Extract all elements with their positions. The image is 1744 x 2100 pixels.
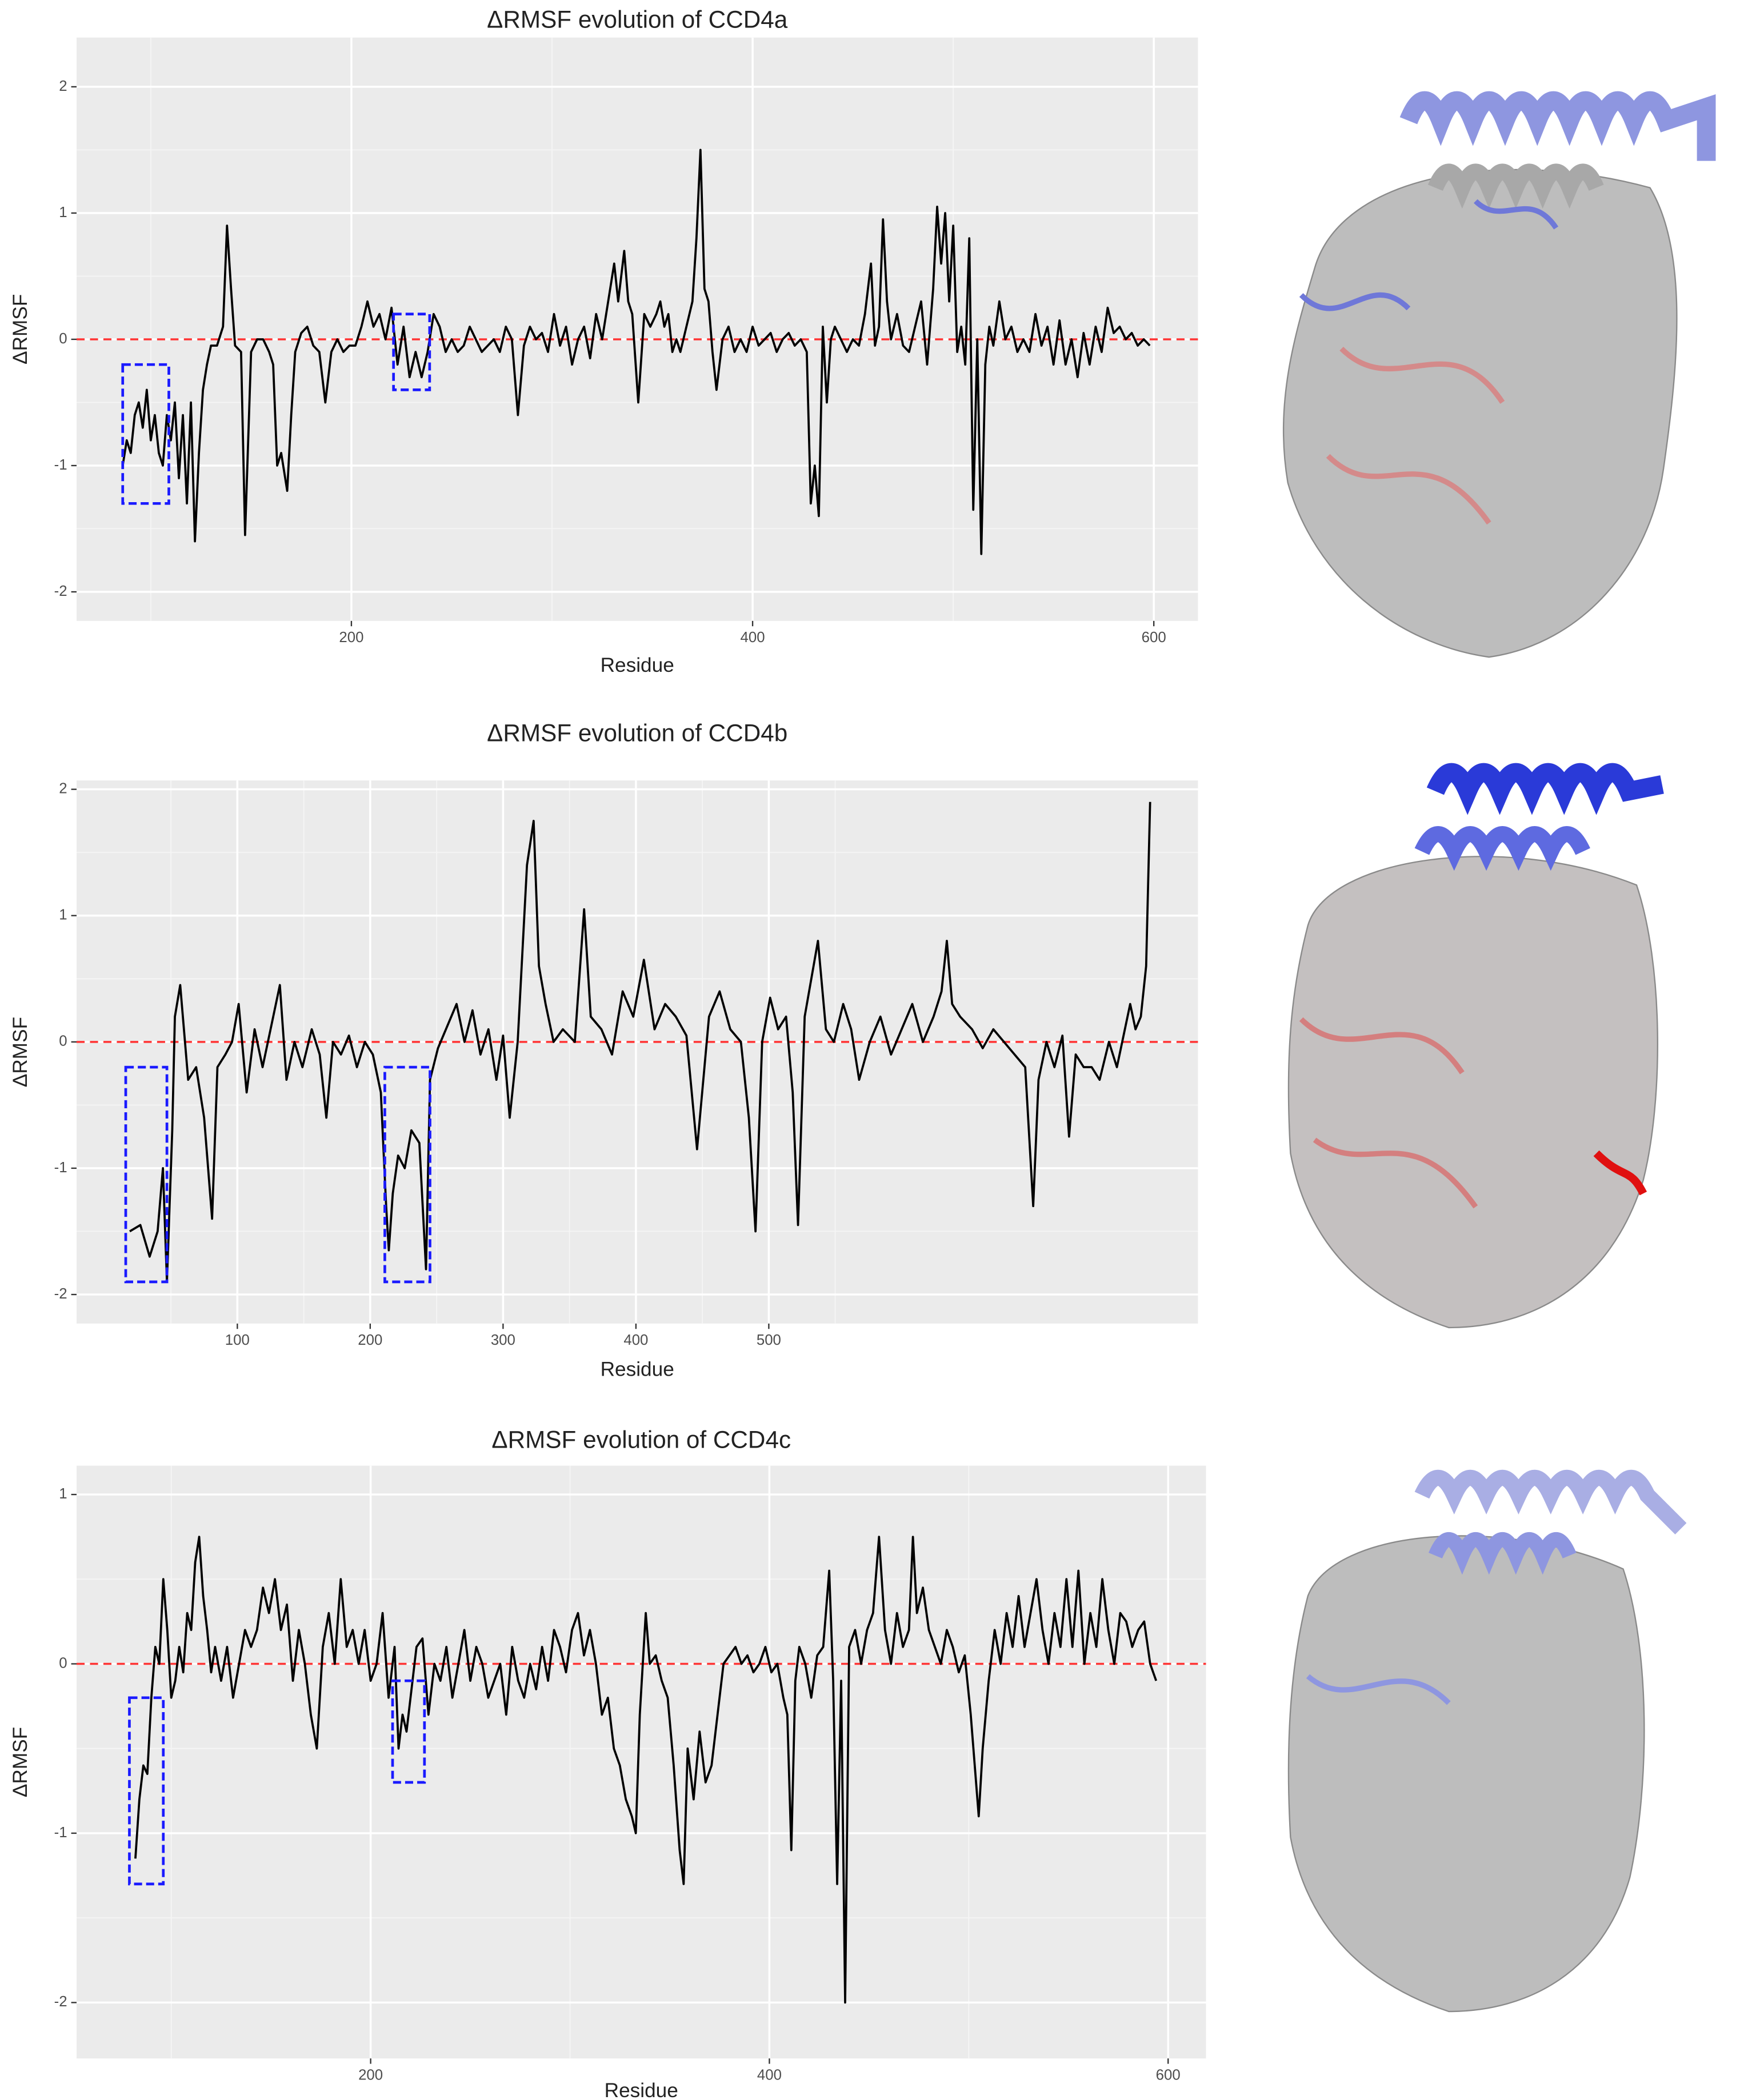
y-axis-label: ΔRMSF [9,294,31,364]
plot-panel [77,1465,1206,2059]
chart: 100 200 300 400 500 -2 -1 0 1 2 ΔRMSF evolution of… [9,720,1198,1380]
y-tick-label: 0 [59,331,67,347]
x-tick-label: 100 [225,1332,250,1348]
y-tick-label: 2 [59,780,67,796]
x-axis-label: Residue [605,2079,678,2100]
y-tick-label: -1 [54,1825,67,1841]
highlight-box [383,1065,431,1284]
y-tick-label: 0 [59,1655,67,1671]
y-tick-label: -1 [54,457,67,473]
highlight-box [121,363,170,505]
x-tick-label: 400 [623,1332,648,1348]
x-tick-label: 500 [757,1332,781,1348]
highlight-box [391,1679,426,1784]
protein-structure-b [1287,763,1664,1329]
data-line [121,149,1151,555]
x-tick-label: 200 [358,2067,383,2083]
y-tick-label: -2 [54,1994,67,2010]
y-tick-label: -2 [54,1286,67,1302]
chart-title: ΔRMSF evolution of CCD4c [491,1426,791,1453]
y-tick-label: 2 [59,78,67,94]
x-axis-label: Residue [601,1358,674,1380]
highlight-box [124,1065,169,1284]
y-tick-label: 0 [59,1033,67,1049]
x-tick-label: 600 [1142,630,1166,646]
data-line [134,1536,1158,2004]
y-tick-label: 1 [59,907,67,923]
x-tick-label: 400 [757,2067,782,2083]
x-tick-label: 300 [491,1332,515,1348]
protein-structures [1282,91,1716,2013]
highlight-box [128,1696,165,1886]
chart: 200 400 600 -2 -1 0 1 ΔRMSF evolution of CCD4c R… [9,1426,1206,2100]
x-tick-label: 200 [339,630,363,646]
y-axis-label: ΔRMSF [9,1727,31,1797]
y-tick-label: 1 [59,1486,67,1502]
data-line [129,801,1151,1283]
x-axis-label: Residue [601,654,674,676]
plot-panel [77,780,1198,1324]
x-tick-label: 200 [358,1332,382,1348]
chart-title: ΔRMSF evolution of CCD4b [487,720,787,747]
y-axis-label: ΔRMSF [9,1017,31,1087]
y-tick-label: 1 [59,205,67,221]
chart-title: ΔRMSF evolution of CCD4a [487,6,788,33]
x-tick-label: 600 [1156,2067,1181,2083]
y-tick-label: -2 [54,583,67,599]
protein-structure-c [1287,1469,1687,2013]
protein-structure-a [1282,91,1716,658]
y-tick-label: -1 [54,1160,67,1176]
chart: 200 400 600 -2 -1 0 1 2 ΔRMSF evolution of CCD4a… [9,6,1198,676]
x-tick-label: 400 [741,630,765,646]
highlight-box [392,312,431,391]
